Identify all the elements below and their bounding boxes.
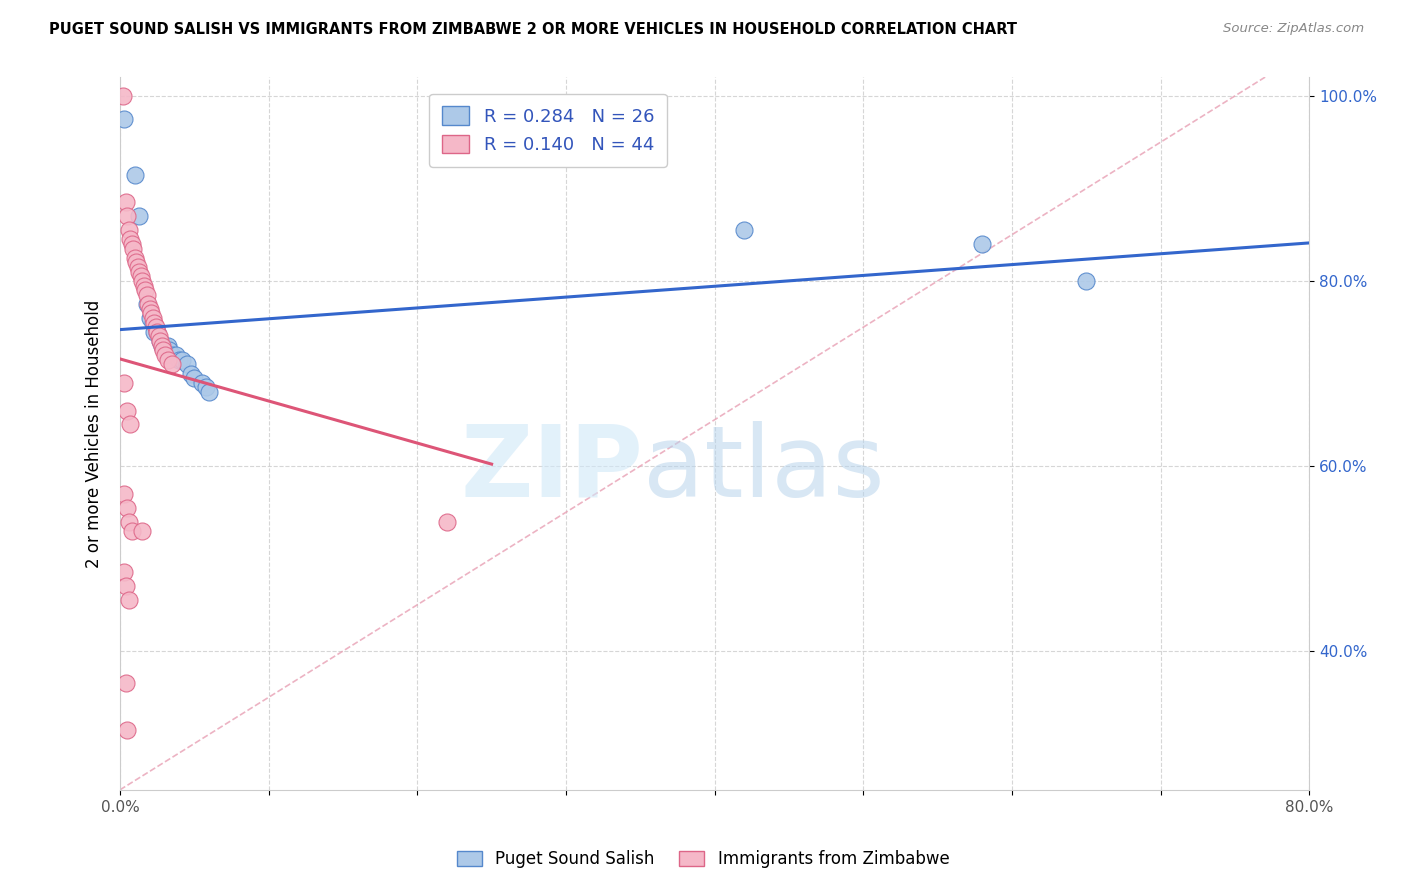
Text: atlas: atlas xyxy=(643,421,884,517)
Point xyxy=(111,89,134,103)
Point xyxy=(972,237,994,252)
Point xyxy=(129,269,152,284)
Point xyxy=(121,237,143,252)
Point xyxy=(176,357,198,371)
Point xyxy=(145,320,167,334)
Point xyxy=(160,357,183,371)
Point xyxy=(152,343,174,358)
Point xyxy=(132,278,155,293)
Point xyxy=(146,325,169,339)
Point xyxy=(180,367,202,381)
Point xyxy=(143,325,166,339)
Legend: R = 0.284   N = 26, R = 0.140   N = 44: R = 0.284 N = 26, R = 0.140 N = 44 xyxy=(429,94,666,167)
Text: Source: ZipAtlas.com: Source: ZipAtlas.com xyxy=(1223,22,1364,36)
Point xyxy=(117,403,139,417)
Point xyxy=(183,371,205,385)
Point xyxy=(172,352,194,367)
Point xyxy=(156,339,179,353)
Point xyxy=(138,301,160,316)
Point xyxy=(1076,274,1098,288)
Point xyxy=(146,325,169,339)
Point xyxy=(149,334,172,348)
Point xyxy=(117,500,139,515)
Point xyxy=(156,352,179,367)
Point xyxy=(142,310,165,325)
Point xyxy=(112,112,135,126)
Point xyxy=(136,297,159,311)
Point xyxy=(153,339,176,353)
Point xyxy=(120,417,142,432)
Point xyxy=(112,487,135,501)
Point xyxy=(195,380,218,394)
Point xyxy=(115,579,138,593)
Point xyxy=(124,251,146,265)
Point xyxy=(135,288,157,302)
Y-axis label: 2 or more Vehicles in Household: 2 or more Vehicles in Household xyxy=(86,300,103,568)
Point xyxy=(142,316,165,330)
Legend: Puget Sound Salish, Immigrants from Zimbabwe: Puget Sound Salish, Immigrants from Zimb… xyxy=(450,844,956,875)
Point xyxy=(190,376,212,390)
Point xyxy=(115,195,138,210)
Point xyxy=(128,209,150,223)
Point xyxy=(153,348,176,362)
Point xyxy=(198,384,221,399)
Point xyxy=(112,566,135,580)
Text: PUGET SOUND SALISH VS IMMIGRANTS FROM ZIMBABWE 2 OR MORE VEHICLES IN HOUSEHOLD C: PUGET SOUND SALISH VS IMMIGRANTS FROM ZI… xyxy=(49,22,1017,37)
Point xyxy=(160,348,183,362)
Point xyxy=(149,334,172,348)
Point xyxy=(117,209,139,223)
Point xyxy=(436,515,458,529)
Point xyxy=(148,329,170,343)
Point xyxy=(115,676,138,690)
Point xyxy=(120,232,142,246)
Point xyxy=(150,339,173,353)
Point xyxy=(169,352,191,367)
Point xyxy=(141,306,163,320)
Point xyxy=(118,593,141,607)
Text: ZIP: ZIP xyxy=(460,421,643,517)
Point xyxy=(118,515,141,529)
Point xyxy=(733,223,755,237)
Point xyxy=(134,283,156,297)
Point xyxy=(135,297,157,311)
Point xyxy=(143,316,166,330)
Point xyxy=(112,376,135,390)
Point xyxy=(138,310,160,325)
Point xyxy=(118,223,141,237)
Point xyxy=(122,242,145,256)
Point xyxy=(121,524,143,538)
Point xyxy=(131,274,153,288)
Point xyxy=(117,723,139,737)
Point xyxy=(127,260,149,274)
Point xyxy=(125,255,148,269)
Point xyxy=(150,339,173,353)
Point xyxy=(157,343,180,358)
Point xyxy=(131,524,153,538)
Point xyxy=(124,168,146,182)
Point xyxy=(166,348,188,362)
Point xyxy=(128,265,150,279)
